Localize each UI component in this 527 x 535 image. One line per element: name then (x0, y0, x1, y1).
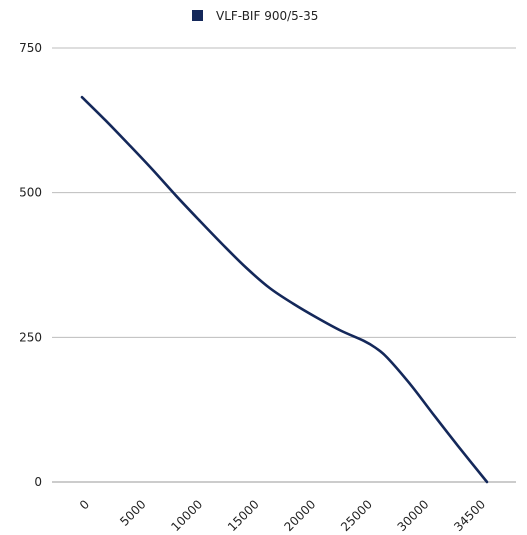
gridlines (52, 47, 516, 483)
x-axis-labels: 0 5000 10000 15000 20000 25000 30000 34500 (77, 497, 488, 534)
legend-swatch (192, 10, 203, 21)
y-tick-label: 750 (19, 41, 42, 55)
x-tick-label: 25000 (338, 497, 375, 534)
y-tick-label: 250 (19, 330, 42, 344)
y-tick-label: 500 (19, 186, 42, 200)
series-line (80, 95, 489, 484)
legend: VLF-BIF 900/5-35 (192, 9, 318, 23)
x-tick-label: 5000 (117, 497, 148, 528)
y-tick-label: 0 (34, 475, 42, 489)
x-tick-label: 10000 (168, 497, 205, 534)
series-group (80, 95, 489, 484)
x-tick-label: 0 (77, 497, 92, 512)
x-tick-label: 15000 (225, 497, 262, 534)
x-tick-label: 20000 (282, 497, 319, 534)
x-tick-label: 34500 (451, 497, 488, 534)
legend-label: VLF-BIF 900/5-35 (216, 9, 318, 23)
y-axis-labels: 0 250 500 750 (19, 41, 42, 489)
x-tick-label: 30000 (395, 497, 432, 534)
